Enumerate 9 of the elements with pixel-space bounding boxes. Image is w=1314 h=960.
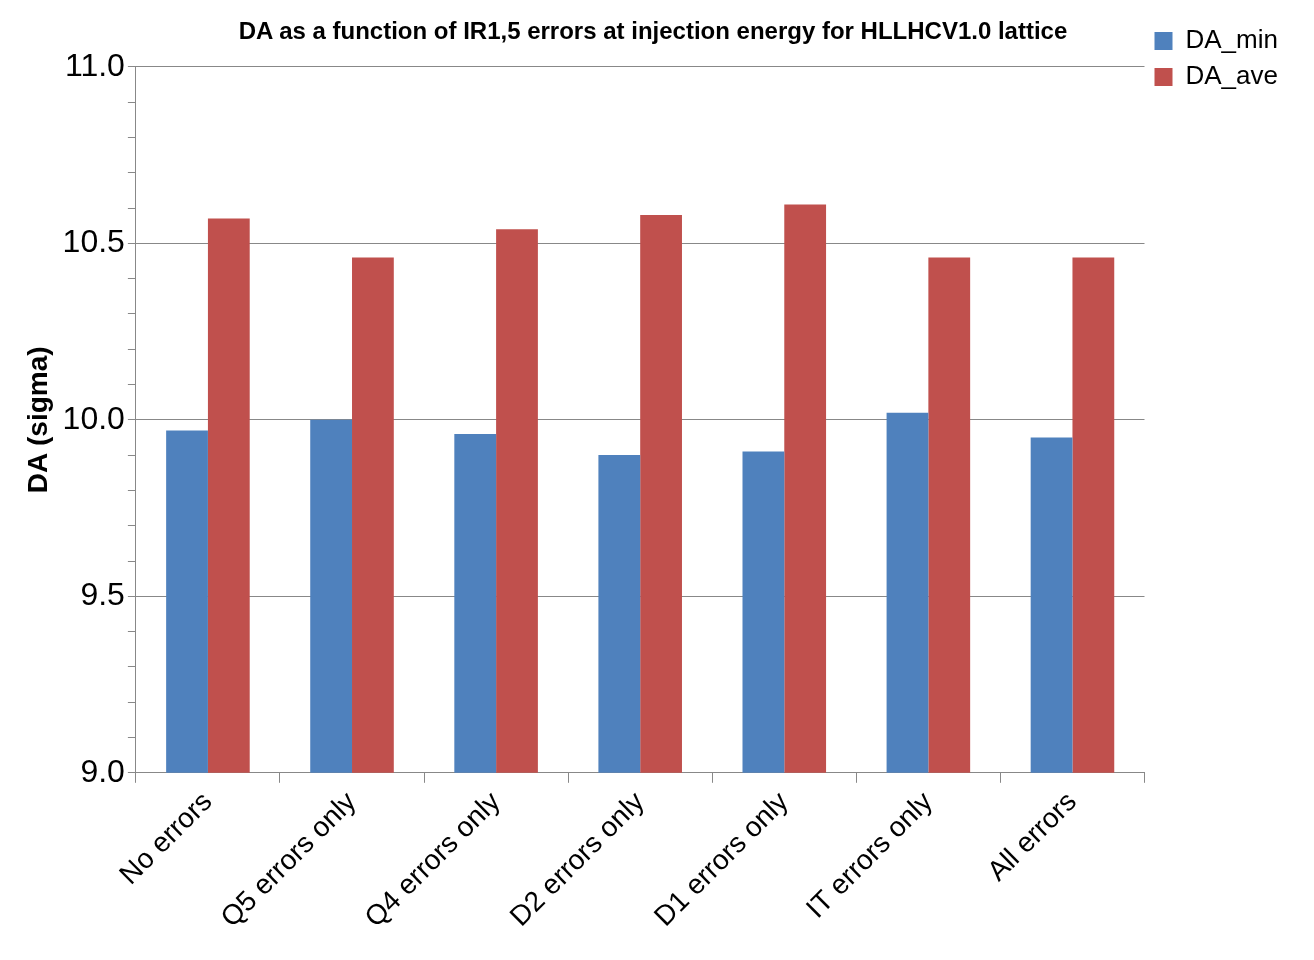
chart-title: DA as a function of IR1,5 errors at injection energy for HLLHCV1.0 lattice (238, 17, 1068, 45)
legend-label: DA_min (1185, 24, 1278, 55)
y-tick-label: 9.5 (80, 576, 125, 613)
y-tick-label: 10.5 (62, 223, 125, 260)
y-tick-label: 10.0 (62, 399, 125, 436)
y-axis-title: DA (sigma) (21, 346, 53, 494)
legend-label: DA_ave (1185, 60, 1278, 91)
y-tick-label: 11.0 (64, 46, 125, 83)
y-tick-label: 9.0 (80, 752, 125, 789)
